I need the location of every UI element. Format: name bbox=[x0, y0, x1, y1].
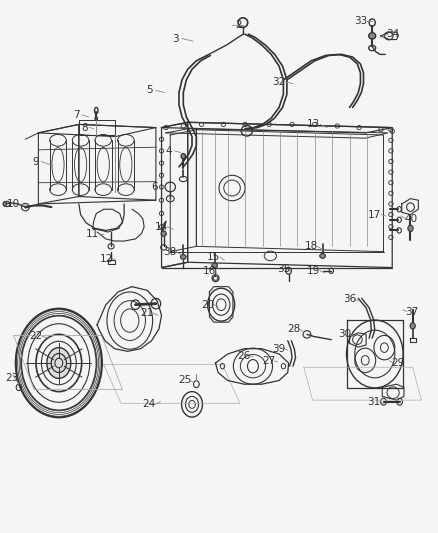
Text: 29: 29 bbox=[391, 358, 404, 368]
Ellipse shape bbox=[212, 263, 218, 268]
Text: 27: 27 bbox=[262, 356, 276, 366]
Text: 5: 5 bbox=[146, 85, 153, 95]
Text: 16: 16 bbox=[203, 266, 216, 276]
Text: 19: 19 bbox=[307, 266, 321, 276]
Text: 7: 7 bbox=[73, 110, 80, 120]
Ellipse shape bbox=[369, 33, 376, 39]
Text: 6: 6 bbox=[151, 182, 158, 192]
Text: 22: 22 bbox=[30, 332, 43, 342]
Text: 17: 17 bbox=[368, 209, 381, 220]
Text: 15: 15 bbox=[207, 252, 220, 262]
Text: 18: 18 bbox=[305, 241, 318, 252]
Text: 21: 21 bbox=[141, 308, 154, 318]
Text: 36: 36 bbox=[343, 294, 356, 304]
Text: 2: 2 bbox=[235, 20, 242, 30]
Ellipse shape bbox=[410, 322, 415, 329]
Text: 23: 23 bbox=[6, 373, 19, 383]
Ellipse shape bbox=[320, 254, 325, 259]
Text: 11: 11 bbox=[86, 229, 99, 239]
Text: 37: 37 bbox=[405, 306, 418, 317]
Text: 25: 25 bbox=[178, 375, 192, 385]
Text: 33: 33 bbox=[354, 16, 367, 26]
Text: 4: 4 bbox=[166, 146, 172, 156]
Text: 10: 10 bbox=[7, 199, 20, 209]
Ellipse shape bbox=[161, 231, 166, 236]
Ellipse shape bbox=[408, 225, 413, 231]
Text: 26: 26 bbox=[238, 351, 251, 361]
Ellipse shape bbox=[181, 154, 185, 159]
Text: 34: 34 bbox=[386, 29, 400, 39]
Text: 20: 20 bbox=[201, 300, 215, 310]
Text: 24: 24 bbox=[142, 399, 155, 409]
Ellipse shape bbox=[180, 255, 186, 260]
Bar bbox=[79, 120, 115, 135]
Text: 40: 40 bbox=[405, 214, 418, 224]
Text: 28: 28 bbox=[287, 324, 300, 334]
Ellipse shape bbox=[47, 348, 71, 378]
Text: 39: 39 bbox=[272, 344, 286, 354]
Text: 31: 31 bbox=[367, 397, 380, 407]
Text: 8: 8 bbox=[81, 123, 88, 133]
Text: 32: 32 bbox=[272, 77, 286, 87]
Text: 30: 30 bbox=[338, 329, 351, 340]
Text: 12: 12 bbox=[100, 254, 113, 263]
Text: 13: 13 bbox=[307, 119, 321, 130]
Text: 38: 38 bbox=[164, 247, 177, 257]
Text: 35: 35 bbox=[277, 264, 290, 274]
Text: 9: 9 bbox=[32, 157, 39, 166]
Ellipse shape bbox=[95, 117, 98, 120]
Text: 3: 3 bbox=[172, 34, 179, 44]
Text: 14: 14 bbox=[155, 222, 168, 232]
